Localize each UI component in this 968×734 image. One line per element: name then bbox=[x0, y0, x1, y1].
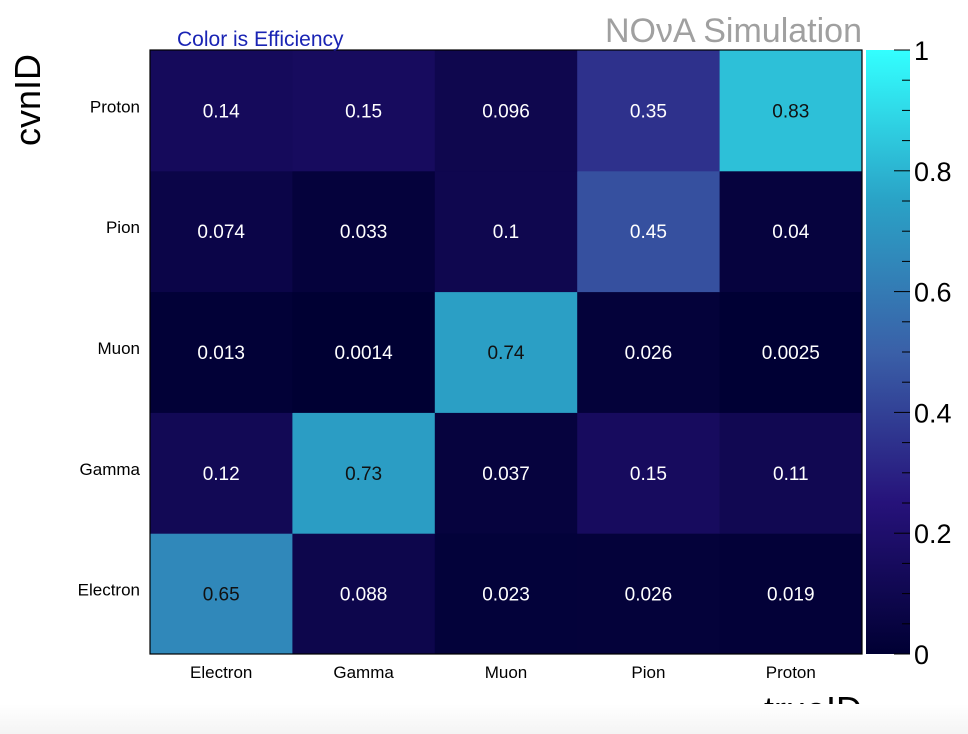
heatmap-cell bbox=[150, 412, 293, 534]
cell-value-label: 0.088 bbox=[340, 585, 388, 606]
chart-title: Color is Efficiency bbox=[177, 28, 344, 51]
heatmap-cell bbox=[577, 170, 721, 293]
colorbar-tick-label: 0.6 bbox=[914, 278, 952, 308]
cell-value-label: 0.1 bbox=[493, 222, 519, 243]
cell-value-label: 0.0014 bbox=[335, 343, 394, 364]
cell-value-label: 0.074 bbox=[197, 222, 245, 243]
heatmap-cell bbox=[719, 412, 863, 534]
cell-value-label: 0.35 bbox=[630, 101, 667, 122]
heatmap-cell bbox=[434, 291, 578, 413]
cell-value-label: 0.019 bbox=[767, 585, 815, 606]
heatmap-cell bbox=[577, 533, 721, 655]
cell-value-label: 0.033 bbox=[340, 222, 388, 243]
cell-value-label: 0.096 bbox=[482, 101, 530, 122]
cell-value-label: 0.45 bbox=[630, 222, 667, 243]
heatmap-cell bbox=[577, 291, 721, 413]
y-axis-tick-labels: Electron Gamma Muon Pion Proton bbox=[78, 97, 141, 599]
cell-value-label: 0.65 bbox=[203, 585, 240, 606]
cell-value-label: 0.15 bbox=[630, 464, 667, 485]
heatmap-cell bbox=[292, 533, 436, 655]
colorbar-tick-label: 1 bbox=[914, 36, 929, 66]
cell-value-label: 0.0025 bbox=[762, 343, 820, 364]
heatmap-cell bbox=[719, 291, 863, 413]
colorbar-tick-label: 0.2 bbox=[914, 519, 952, 549]
x-tick-label: Pion bbox=[631, 663, 665, 682]
y-tick-label: Pion bbox=[106, 218, 140, 237]
plot-frame bbox=[149, 49, 863, 655]
cell-value-label: 0.013 bbox=[197, 343, 245, 364]
cell-value-label: 0.73 bbox=[345, 464, 382, 485]
heatmap-cell bbox=[719, 50, 863, 172]
heatmap-cell bbox=[434, 170, 578, 293]
heatmap-cell bbox=[577, 412, 721, 534]
y-axis-label: cvnID bbox=[7, 54, 48, 146]
heatmap-cells bbox=[150, 50, 863, 655]
heatmap-cell bbox=[150, 291, 293, 413]
heatmap-cell bbox=[292, 291, 436, 413]
heatmap-cell bbox=[150, 170, 293, 293]
cell-value-label: 0.15 bbox=[345, 101, 382, 122]
heatmap-cell bbox=[292, 50, 436, 172]
cell-value-label: 0.83 bbox=[772, 101, 809, 122]
x-axis-tick-labels: Electron Gamma Muon Pion Proton bbox=[190, 663, 816, 682]
y-tick-label: Electron bbox=[78, 581, 140, 600]
colorbar-tick-label: 0.8 bbox=[914, 157, 952, 187]
cell-value-label: 0.04 bbox=[772, 222, 809, 243]
cell-value-label: 0.11 bbox=[773, 464, 809, 485]
heatmap-cell bbox=[434, 533, 578, 655]
heatmap-cell bbox=[434, 50, 578, 172]
heatmap-cell bbox=[719, 170, 863, 293]
x-tick-label: Muon bbox=[485, 663, 528, 682]
heatmap-cell bbox=[150, 50, 293, 172]
heatmap-cell bbox=[292, 170, 436, 293]
heatmap-cell bbox=[150, 533, 293, 655]
cell-value-label: 0.12 bbox=[203, 464, 240, 485]
cell-value-label: 0.14 bbox=[203, 101, 240, 122]
heatmap-value-labels: 0.65 0.088 0.023 0.026 0.019 0.12 0.73 0.037 0.1… bbox=[197, 101, 819, 605]
cell-value-label: 0.026 bbox=[625, 343, 673, 364]
cell-value-label: 0.023 bbox=[482, 585, 530, 606]
watermark: NOνA Simulation bbox=[605, 12, 862, 50]
heatmap-cell bbox=[434, 412, 578, 534]
cell-value-label: 0.026 bbox=[625, 585, 673, 606]
heatmap-cell bbox=[719, 533, 863, 655]
y-tick-label: Gamma bbox=[80, 460, 141, 479]
heatmap-cell bbox=[292, 412, 436, 534]
colorbar-tick-label: 0.4 bbox=[914, 398, 952, 428]
colorbar-ticks: 0 0.2 0.4 0.6 0.8 1 bbox=[894, 36, 952, 670]
cell-value-label: 0.037 bbox=[482, 464, 530, 485]
bottom-fade bbox=[0, 704, 968, 734]
x-tick-label: Electron bbox=[190, 663, 252, 682]
x-tick-label: Gamma bbox=[333, 663, 394, 682]
heatmap-cell bbox=[577, 50, 721, 172]
y-tick-label: Proton bbox=[90, 97, 140, 116]
x-tick-label: Proton bbox=[766, 663, 816, 682]
y-tick-label: Muon bbox=[97, 339, 140, 358]
colorbar-tick-label: 0 bbox=[914, 640, 929, 670]
cell-value-label: 0.74 bbox=[488, 343, 525, 364]
